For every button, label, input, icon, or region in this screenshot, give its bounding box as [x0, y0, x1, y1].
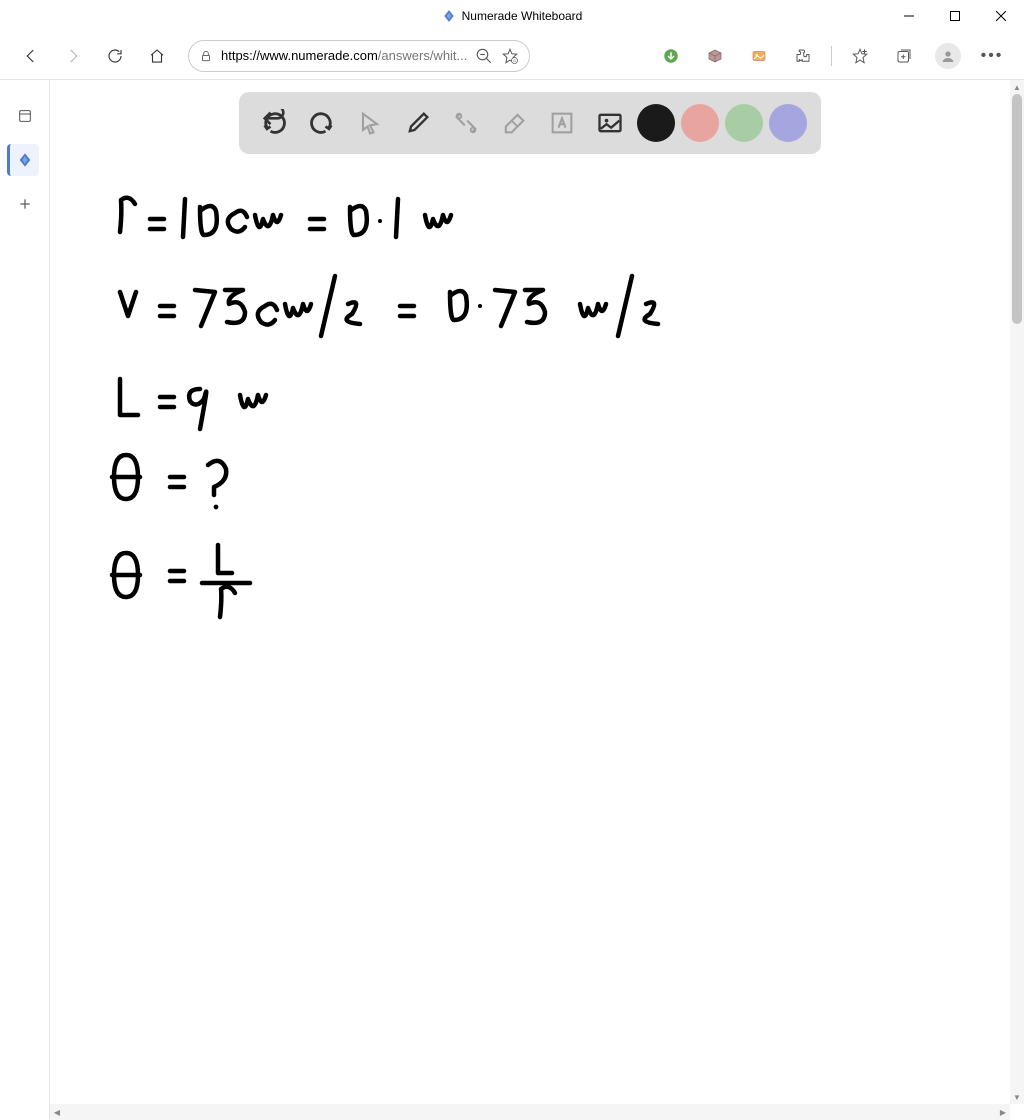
vertical-scrollbar[interactable]: ▲ ▼	[1010, 80, 1024, 1104]
vertical-tab-sidebar	[0, 80, 50, 1120]
window-title-text: Numerade Whiteboard	[462, 9, 583, 23]
text-tool-button[interactable]	[541, 102, 583, 144]
forward-button[interactable]	[54, 37, 92, 75]
profile-button[interactable]	[928, 36, 968, 76]
svg-text:G: G	[513, 59, 516, 63]
color-blue[interactable]	[769, 104, 807, 142]
more-button[interactable]: •••	[972, 36, 1012, 76]
numerade-icon	[17, 152, 33, 168]
color-black[interactable]	[637, 104, 675, 142]
scroll-up-arrow[interactable]: ▲	[1010, 80, 1024, 94]
sidebar-current-tab[interactable]	[7, 144, 39, 176]
extension-idm-icon[interactable]	[651, 36, 691, 76]
redo-button[interactable]	[301, 102, 343, 144]
pointer-tool-button[interactable]	[349, 102, 391, 144]
toolbar-divider	[831, 46, 832, 66]
window-title: Numerade Whiteboard	[442, 9, 583, 23]
favorites-button[interactable]	[840, 36, 880, 76]
lock-icon	[199, 49, 213, 63]
scroll-down-arrow[interactable]: ▼	[1010, 1090, 1024, 1104]
extension-box-icon[interactable]	[695, 36, 735, 76]
browser-toolbar: https://www.numerade.com/answers/whit...…	[0, 32, 1024, 80]
color-green[interactable]	[725, 104, 763, 142]
undo-button[interactable]	[253, 102, 295, 144]
color-red[interactable]	[681, 104, 719, 142]
image-tool-button[interactable]	[589, 102, 631, 144]
scroll-right-arrow[interactable]: ▶	[996, 1104, 1010, 1120]
extension-screenshot-icon[interactable]	[739, 36, 779, 76]
sidebar-tabs-button[interactable]	[9, 100, 41, 132]
horizontal-scrollbar[interactable]: ◀ ▶	[50, 1104, 1010, 1120]
numerade-favicon-icon	[442, 9, 456, 23]
url-text: https://www.numerade.com/answers/whit...	[221, 48, 467, 63]
eraser-tool-button[interactable]	[493, 102, 535, 144]
url-path: /answers/whit...	[378, 48, 468, 63]
sidebar-new-tab-button[interactable]	[9, 188, 41, 220]
page-content	[50, 80, 1010, 1104]
scroll-left-arrow[interactable]: ◀	[50, 1104, 64, 1120]
maximize-button[interactable]	[932, 0, 978, 32]
vertical-scroll-thumb[interactable]	[1012, 94, 1022, 324]
minimize-button[interactable]	[886, 0, 932, 32]
window-controls	[886, 0, 1024, 32]
zoom-out-icon[interactable]	[475, 47, 493, 65]
back-button[interactable]	[12, 37, 50, 75]
address-bar[interactable]: https://www.numerade.com/answers/whit...…	[188, 40, 530, 72]
tools-button[interactable]	[445, 102, 487, 144]
extensions-button[interactable]	[783, 36, 823, 76]
refresh-button[interactable]	[96, 37, 134, 75]
whiteboard-toolbar	[239, 92, 821, 154]
whiteboard-canvas[interactable]	[50, 170, 1010, 1104]
more-dots-icon: •••	[981, 47, 1004, 65]
pen-tool-button[interactable]	[397, 102, 439, 144]
favorite-icon[interactable]: G	[501, 47, 519, 65]
collections-button[interactable]	[884, 36, 924, 76]
url-host: https://www.numerade.com	[221, 48, 378, 63]
home-button[interactable]	[138, 37, 176, 75]
window-titlebar: Numerade Whiteboard	[0, 0, 1024, 32]
close-button[interactable]	[978, 0, 1024, 32]
